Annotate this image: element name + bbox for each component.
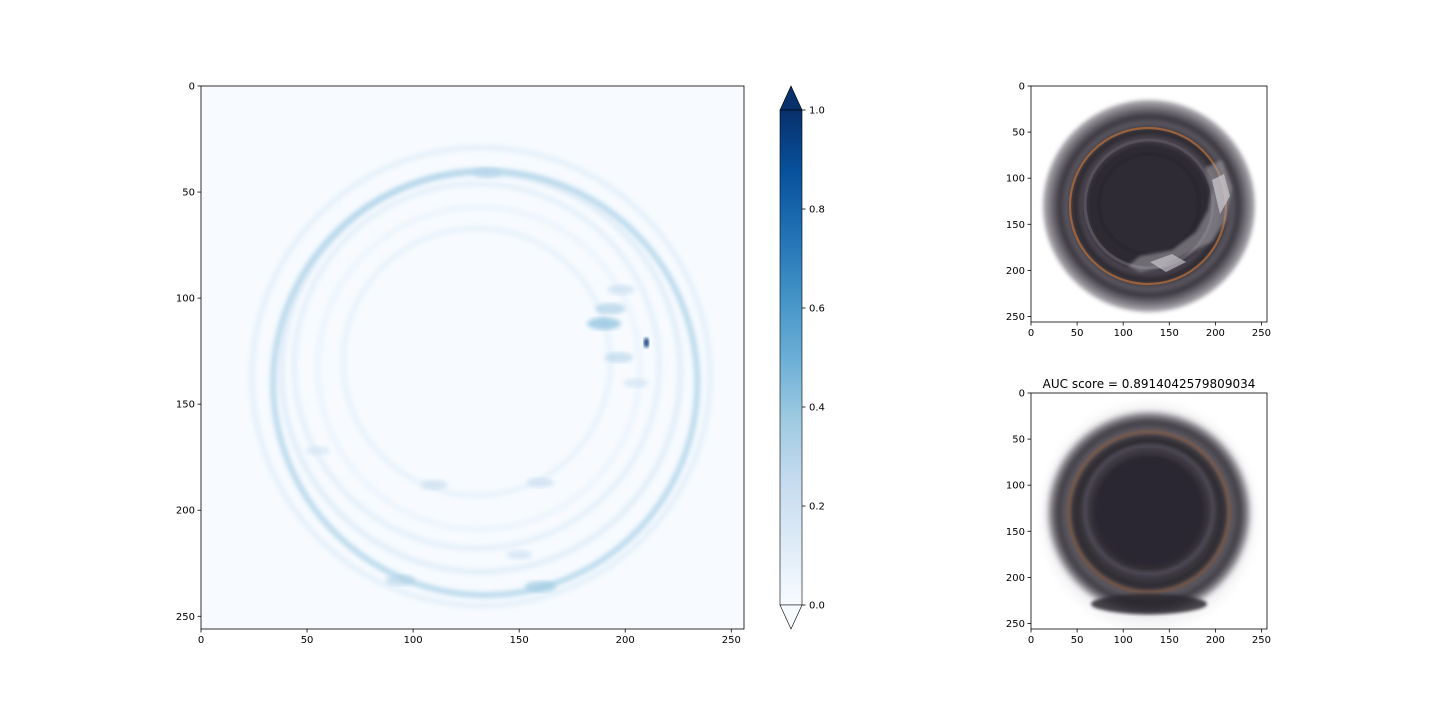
heatmap-ring [291,180,663,552]
colorbar-extend-max [779,85,803,111]
heatmap-ytick-label: 50 [182,188,195,199]
test-image-frame [1030,85,1268,323]
colorbar-extend-min [779,604,803,630]
heatmap-cell [526,477,554,488]
test-image-ytick-label: 100 [1006,174,1025,185]
heatmap-ytick-label: 250 [176,612,195,623]
colorbar-gradient [779,109,803,606]
heatmap-ytick-label: 200 [176,506,195,517]
reconstruction-frame [1030,392,1268,630]
heatmap-cell [305,446,331,456]
heatmap-cell [643,337,649,348]
reconstruction-xtick-label: 200 [1206,635,1225,646]
test-image-ytick-label: 150 [1006,220,1025,231]
colorbar-tick-label: 0.8 [809,205,825,216]
reconstruction-xtick-label: 150 [1160,635,1179,646]
test-image-ytick-label: 50 [1012,128,1025,139]
heatmap-cell [623,378,649,388]
reconstruction-xtick-label: 0 [1028,635,1034,646]
heatmap-xtick-label: 100 [404,635,423,646]
reconstruction-ytick-label: 250 [1006,619,1025,630]
test-image-xtick-label: 150 [1160,328,1179,339]
reconstruction-panel: AUC score = 0.8914042579809034 0 50 100 150… [1006,377,1271,646]
test-image-xtick-label: 200 [1206,328,1225,339]
colorbar-tick-label: 1.0 [809,106,825,117]
reconstruction-ytick-label: 200 [1006,573,1025,584]
heatmap-cell [506,549,533,560]
reconstruction-xtick-label: 50 [1071,635,1084,646]
reconstruction-ytick-label: 50 [1012,435,1025,446]
heatmap-ytick-label: 100 [176,294,195,305]
reconstruction-ytick-label: 100 [1006,481,1025,492]
reconstruction-xtick-label: 250 [1252,635,1271,646]
reconstruction-ytick-label: 0 [1019,389,1025,400]
heatmap-xtick-label: 0 [198,635,204,646]
test-image-xtick-label: 50 [1071,328,1084,339]
colorbar-tick-label: 0.2 [809,502,825,513]
heatmap-layer [248,144,714,609]
test-image-ytick-label: 200 [1006,266,1025,277]
test-image-ytick-label: 0 [1019,82,1025,93]
heatmap-xtick-label: 250 [722,635,741,646]
bottle-top-reconstruction-icon [1043,404,1255,628]
colorbar-tick-label: 0.6 [809,304,825,315]
heatmap-panel: 0 50 100 150 200 250 0 50 100 150 200 250 [176,82,745,647]
heatmap-xtick-label: 200 [616,635,635,646]
bottle-top-defect-icon [1040,97,1258,315]
colorbar-ticks: 0.0 0.2 0.4 0.6 0.8 1.0 [802,106,825,612]
heatmap-cell [385,574,416,586]
reconstruction-title: AUC score = 0.8914042579809034 [1043,377,1256,391]
heatmap-ring [248,144,714,609]
heatmap-ring [314,203,644,533]
heatmap-cell [524,580,557,593]
heatmap-frame [200,85,745,630]
colorbar: 0.0 0.2 0.4 0.6 0.8 1.0 [779,85,825,630]
test-image-xtick-label: 0 [1028,328,1034,339]
test-image-xtick-label: 100 [1114,328,1133,339]
test-image-xtick-label: 250 [1252,328,1271,339]
heatmap-cell [587,317,621,330]
heatmap-xtick-label: 150 [510,635,529,646]
heatmap-cell [420,479,448,490]
heatmap-cell [595,303,626,315]
heatmap-cell [607,284,635,295]
reconstruction-ytick-label: 150 [1006,527,1025,538]
heatmap-background [201,86,744,629]
heatmap-cell [472,167,502,179]
heatmap-ytick-label: 150 [176,400,195,411]
colorbar-tick-label: 0.4 [809,403,825,414]
colorbar-tick-label: 0.0 [809,601,825,612]
heatmap-ytick-label: 0 [189,82,195,93]
heatmap-ticks: 0 50 100 150 200 250 0 50 100 150 200 250 [176,82,741,647]
heatmap-xtick-label: 50 [301,635,314,646]
test-image-ytick-label: 250 [1006,312,1025,323]
heatmap-cell [604,352,634,363]
reconstruction-xtick-label: 100 [1114,635,1133,646]
